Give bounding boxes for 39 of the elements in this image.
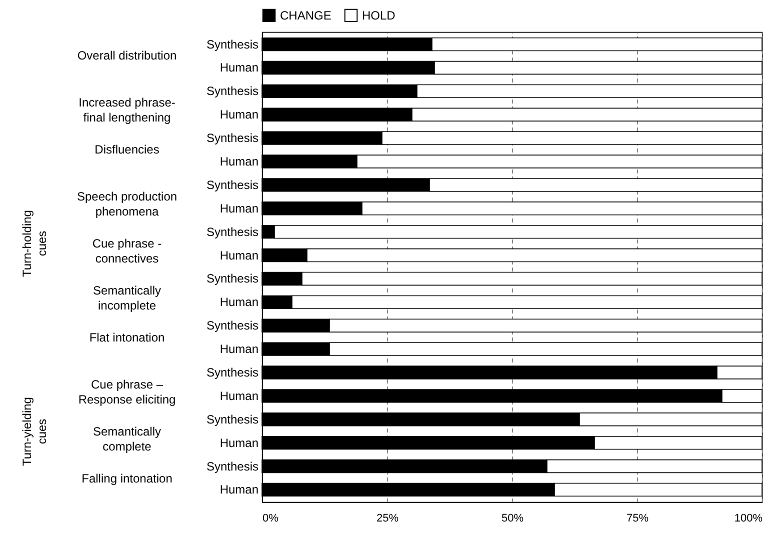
- text: Cue phrase – Response eliciting: [78, 378, 176, 406]
- y-tick-label: Synthesis: [206, 459, 258, 474]
- x-tick-label: 75%: [626, 512, 649, 524]
- y-tick-label: Human: [220, 342, 258, 356]
- text: Turn-holding cues: [20, 210, 49, 277]
- text: Flat intonation: [89, 330, 165, 344]
- y-tick-label: Human: [220, 436, 258, 450]
- y-tick-label: Synthesis: [206, 224, 258, 239]
- text: Turn-yielding cues: [20, 397, 49, 466]
- y-tick-label: Human: [220, 248, 258, 262]
- y-tick-label: Human: [220, 201, 258, 216]
- x-tick-label: 100%: [734, 512, 763, 524]
- text: Overall distribution: [77, 48, 177, 62]
- text: Semantically incomplete: [92, 284, 162, 312]
- y-tick-label: Synthesis: [206, 131, 258, 146]
- y-tick-label: Synthesis: [206, 365, 258, 380]
- text: Disfluencies: [94, 142, 160, 156]
- y-tick-label: Synthesis: [206, 84, 258, 98]
- y-tick-label: Human: [220, 154, 258, 169]
- y-tick-label: Human: [220, 388, 258, 403]
- y-tick-label: Synthesis: [206, 178, 258, 192]
- y-tick-label: Human: [220, 108, 258, 122]
- y-tick-label: Synthesis: [206, 412, 258, 426]
- y-tick-label: Synthesis: [206, 272, 258, 286]
- text: Cue phrase - connectives: [92, 236, 162, 266]
- x-tick-label: 25%: [376, 512, 399, 524]
- y-tick-label: Human: [220, 60, 258, 75]
- y-tick-label: Human: [220, 295, 258, 310]
- x-tick-label: 0%: [262, 512, 279, 524]
- x-tick-label: 50%: [501, 512, 524, 524]
- y-tick-label: Synthesis: [206, 37, 258, 52]
- legend-label: HOLD: [362, 8, 396, 22]
- y-tick-label: Synthesis: [206, 318, 258, 333]
- text: Speech production phenomena: [76, 190, 178, 218]
- text: Increased phrase-final lengthening: [78, 96, 176, 124]
- text: Semantically complete: [92, 424, 162, 454]
- y-tick-label: Human: [220, 482, 258, 497]
- legend-label: CHANGE: [280, 8, 332, 22]
- text: Falling intonation: [82, 472, 172, 486]
